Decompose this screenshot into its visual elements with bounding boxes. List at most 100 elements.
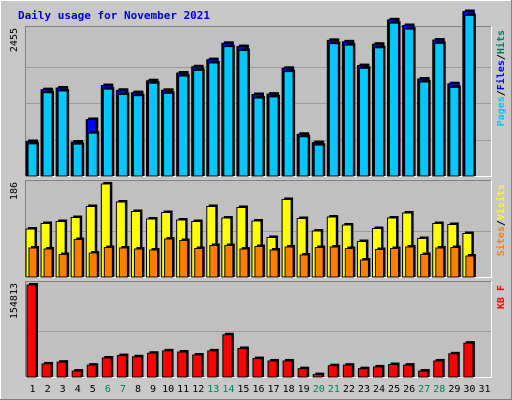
bar-pages-day-20 bbox=[313, 144, 324, 177]
bar-kbytes-day-24 bbox=[372, 366, 383, 378]
bar-sites-day-1 bbox=[28, 247, 38, 278]
bar-kbytes-day-14 bbox=[222, 334, 233, 378]
series-legend-part: KB F bbox=[496, 285, 507, 309]
chart-title: Daily usage for November 2021 bbox=[18, 9, 210, 22]
bar-sites-day-30 bbox=[465, 255, 475, 278]
x-tick-label: 27 bbox=[418, 384, 430, 395]
bar-sites-day-17 bbox=[269, 249, 279, 278]
x-tick-label: 5 bbox=[90, 384, 96, 395]
bar-pages-day-16 bbox=[253, 97, 264, 177]
x-tick-label: 15 bbox=[237, 384, 249, 395]
bar-kbytes-day-18 bbox=[282, 360, 293, 378]
bar-pages-day-22 bbox=[343, 44, 354, 177]
y-max-label: 154813 bbox=[9, 283, 20, 319]
bar-sites-day-2 bbox=[43, 248, 53, 278]
bar-kbytes-day-3 bbox=[56, 361, 67, 378]
bar-pages-day-18 bbox=[283, 71, 294, 177]
bar-sites-day-19 bbox=[299, 254, 309, 278]
bar-sites-day-14 bbox=[224, 245, 234, 278]
panel-kbytes: 154813 KB F bbox=[9, 281, 507, 378]
x-tick-label: 22 bbox=[343, 384, 355, 395]
bar-kbytes-day-30 bbox=[463, 342, 474, 378]
series-legend: Pages/Files/Hits bbox=[495, 30, 507, 126]
bar-sites-day-27 bbox=[420, 254, 430, 278]
bar-kbytes-day-17 bbox=[267, 360, 278, 378]
x-tick-label: 7 bbox=[120, 384, 126, 395]
bar-kbytes-day-19 bbox=[297, 368, 308, 378]
bar-kbytes-day-26 bbox=[403, 364, 414, 378]
x-tick-label: 24 bbox=[373, 384, 385, 395]
bar-kbytes-day-7 bbox=[116, 355, 127, 378]
bar-kbytes-day-16 bbox=[252, 358, 263, 378]
bar-sites-day-20 bbox=[314, 247, 324, 278]
x-tick-label: 12 bbox=[192, 384, 204, 395]
y-max-label: 2455 bbox=[9, 28, 20, 52]
bar-sites-day-29 bbox=[450, 247, 460, 278]
bar-pages-day-30 bbox=[464, 14, 475, 177]
bar-pages-day-12 bbox=[193, 69, 204, 177]
bars bbox=[25, 182, 476, 278]
x-tick-label: 20 bbox=[313, 384, 325, 395]
bar-sites-day-9 bbox=[149, 249, 159, 278]
bar-sites-day-16 bbox=[254, 246, 264, 278]
bar-sites-day-8 bbox=[133, 248, 143, 278]
x-tick-label: 3 bbox=[60, 384, 66, 395]
bar-pages-day-28 bbox=[434, 42, 445, 177]
bar-sites-day-3 bbox=[58, 254, 68, 278]
bar-pages-day-23 bbox=[358, 67, 369, 177]
bars bbox=[25, 9, 476, 177]
bar-pages-day-9 bbox=[148, 82, 159, 177]
bar-kbytes-day-6 bbox=[101, 357, 112, 378]
bar-kbytes-day-22 bbox=[342, 364, 353, 378]
x-tick-label: 14 bbox=[222, 384, 234, 395]
bar-pages-day-13 bbox=[208, 62, 219, 177]
bar-pages-day-24 bbox=[373, 47, 384, 177]
bar-sites-day-24 bbox=[374, 249, 384, 278]
bar-sites-day-4 bbox=[73, 239, 83, 278]
series-legend-part: / bbox=[496, 90, 507, 96]
x-tick-label: 4 bbox=[75, 384, 81, 395]
bar-kbytes-day-2 bbox=[41, 363, 52, 378]
bar-pages-day-7 bbox=[117, 94, 128, 177]
x-tick-label: 26 bbox=[403, 384, 415, 395]
bar-pages-day-3 bbox=[57, 90, 68, 177]
bar-kbytes-day-11 bbox=[177, 351, 188, 378]
bar-kbytes-day-9 bbox=[147, 352, 158, 378]
bar-sites-day-18 bbox=[284, 246, 294, 278]
bar-sites-day-23 bbox=[359, 259, 369, 278]
bar-pages-day-25 bbox=[389, 22, 400, 177]
bar-pages-day-29 bbox=[449, 86, 460, 177]
bar-sites-day-26 bbox=[405, 246, 415, 278]
bar-kbytes-day-1 bbox=[26, 284, 37, 378]
bar-pages-day-5 bbox=[87, 132, 98, 177]
bar-sites-day-7 bbox=[118, 247, 128, 278]
bar-pages-day-19 bbox=[298, 136, 309, 177]
bar-sites-day-13 bbox=[209, 245, 219, 278]
x-tick-label: 19 bbox=[298, 384, 310, 395]
x-tick-label: 28 bbox=[433, 384, 445, 395]
bar-pages-day-17 bbox=[268, 96, 279, 177]
y-max-label: 186 bbox=[9, 182, 20, 200]
bar-pages-day-2 bbox=[42, 92, 53, 177]
bar-kbytes-day-20 bbox=[312, 374, 323, 378]
bar-pages-day-11 bbox=[178, 75, 189, 177]
x-tick-label: 11 bbox=[177, 384, 189, 395]
x-axis-labels: 1 2 3 4 5 6 7 8 9 10 11 12 13 14 15 16 17 18 19 20 21 22 23 24 2… bbox=[30, 384, 491, 395]
bar-kbytes-day-15 bbox=[237, 347, 248, 378]
bar-kbytes-day-27 bbox=[418, 370, 429, 378]
x-tick-label: 21 bbox=[328, 384, 340, 395]
bar-sites-day-10 bbox=[164, 238, 174, 278]
bar-pages-day-14 bbox=[223, 46, 234, 177]
x-tick-label: 25 bbox=[388, 384, 400, 395]
bar-sites-day-12 bbox=[194, 248, 204, 278]
bar-kbytes-day-13 bbox=[207, 350, 218, 378]
x-tick-label: 10 bbox=[162, 384, 174, 395]
panel-hits-files-pages: 2455 Pages/Files/Hits bbox=[9, 9, 507, 177]
bar-pages-day-10 bbox=[163, 92, 174, 177]
bar-pages-day-4 bbox=[72, 143, 83, 177]
bar-pages-day-15 bbox=[238, 50, 249, 177]
x-tick-label: 2 bbox=[45, 384, 51, 395]
bar-kbytes-day-25 bbox=[388, 364, 399, 378]
bar-sites-day-25 bbox=[390, 248, 400, 278]
bar-sites-day-6 bbox=[103, 247, 113, 278]
